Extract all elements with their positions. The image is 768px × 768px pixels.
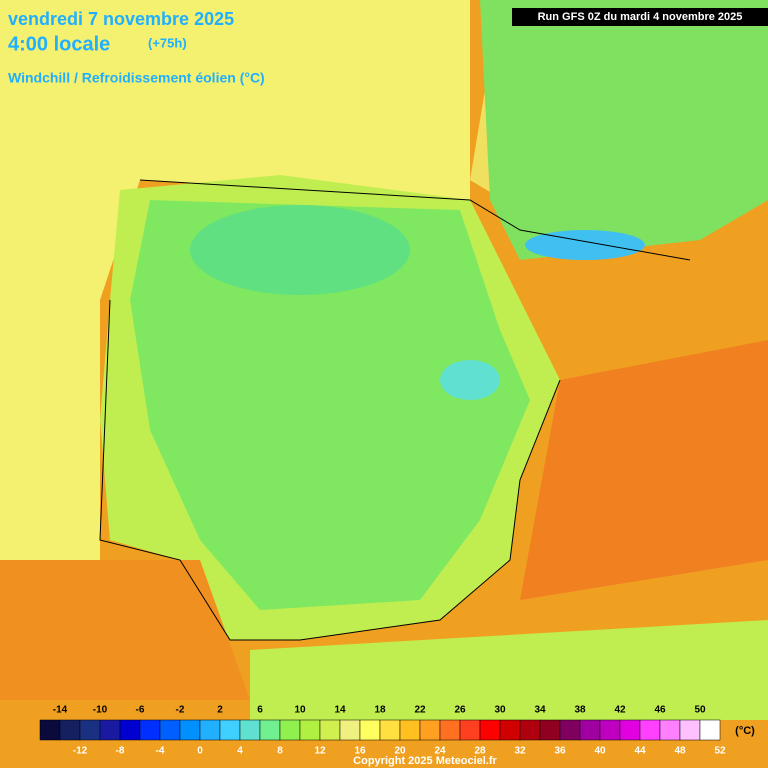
time: 4:00 locale: [8, 33, 110, 55]
legend-swatch: [319, 719, 341, 741]
legend-tick-label: 20: [394, 746, 406, 757]
atlantic-south: [0, 560, 250, 700]
legend-swatch: [119, 719, 141, 741]
pyrenees-cold: [525, 230, 645, 260]
legend-tick-label: 48: [674, 746, 686, 757]
legend-tick-label: -12: [73, 746, 88, 757]
legend-swatch: [279, 719, 301, 741]
legend-swatch: [339, 719, 361, 741]
legend-swatch: [559, 719, 581, 741]
legend-swatch: [59, 719, 81, 741]
legend-swatch: [519, 719, 541, 741]
legend-tick-label: 0: [197, 746, 203, 757]
legend-tick-label: 30: [494, 705, 506, 716]
legend-tick-label: 34: [534, 705, 546, 716]
run-info: Run GFS 0Z du mardi 4 novembre 2025: [538, 11, 743, 23]
legend-tick-label: 50: [694, 705, 706, 716]
legend-swatch: [659, 719, 681, 741]
legend-tick-label: 16: [354, 746, 366, 757]
legend-tick-label: -14: [53, 705, 68, 716]
legend-swatch: [699, 719, 721, 741]
legend-swatch: [459, 719, 481, 741]
legend-tick-label: 36: [554, 746, 566, 757]
legend-swatch: [679, 719, 701, 741]
legend-swatch: [439, 719, 461, 741]
legend-swatch: [419, 719, 441, 741]
africa-zone: [250, 620, 768, 720]
legend-swatch: [79, 719, 101, 741]
legend-swatch: [379, 719, 401, 741]
legend-tick-label: 28: [474, 746, 486, 757]
legend-tick-label: 24: [434, 746, 446, 757]
legend-tick-label: 10: [294, 705, 306, 716]
legend-swatch: [399, 719, 421, 741]
legend-tick-label: -2: [176, 705, 185, 716]
legend-swatch: [219, 719, 241, 741]
atlantic-zone: [0, 0, 470, 560]
legend-swatch: [199, 719, 221, 741]
legend-swatch: [139, 719, 161, 741]
legend-tick-label: -6: [136, 705, 145, 716]
legend-tick-label: 12: [314, 746, 326, 757]
legend-tick-label: 14: [334, 705, 346, 716]
legend-swatch: [619, 719, 641, 741]
legend-swatch: [539, 719, 561, 741]
cold-area: [190, 205, 410, 295]
legend-tick-label: 26: [454, 705, 466, 716]
parameter: Windchill / Refroidissement éolien (°C): [8, 70, 265, 86]
france-zone: [480, 0, 768, 260]
legend-tick-label: 32: [514, 746, 526, 757]
legend-tick-label: 8: [277, 746, 283, 757]
legend-swatch: [599, 719, 621, 741]
coastline: [99, 179, 691, 641]
run-box: [512, 8, 768, 26]
legend-tick-label: 46: [654, 705, 666, 716]
iberian-range-cold: [440, 360, 500, 400]
lead: (+75h): [148, 35, 187, 50]
legend-swatch: [499, 719, 521, 741]
legend-tick-label: 44: [634, 746, 646, 757]
legend: -14-12-10-8-6-4-202468101214161820222426…: [39, 705, 726, 757]
legend-swatch: [299, 719, 321, 741]
legend-tick-label: -10: [93, 705, 108, 716]
med-warm: [520, 340, 768, 600]
legend-tick-label: 2: [217, 705, 223, 716]
legend-tick-label: -8: [116, 746, 125, 757]
date: vendredi 7 novembre 2025: [8, 9, 234, 29]
copyright: Copyright 2025 Meteociel.fr: [353, 755, 497, 767]
iberia-inner: [130, 200, 530, 610]
legend-swatch: [159, 719, 181, 741]
legend-swatch: [99, 719, 121, 741]
legend-tick-label: 38: [574, 705, 586, 716]
legend-tick-label: 40: [594, 746, 606, 757]
legend-tick-label: 4: [237, 746, 243, 757]
legend-swatch: [39, 719, 61, 741]
legend-swatch: [579, 719, 601, 741]
legend-tick-label: -4: [156, 746, 165, 757]
legend-swatch: [259, 719, 281, 741]
legend-unit: (°C): [735, 725, 755, 737]
legend-tick-label: 42: [614, 705, 626, 716]
legend-tick-label: 6: [257, 705, 263, 716]
legend-tick-label: 18: [374, 705, 386, 716]
legend-swatch: [359, 719, 381, 741]
legend-swatch: [639, 719, 661, 741]
legend-tick-label: 22: [414, 705, 426, 716]
legend-swatch: [479, 719, 501, 741]
legend-swatch: [179, 719, 201, 741]
legend-tick-label: 52: [714, 746, 726, 757]
legend-swatch: [239, 719, 261, 741]
